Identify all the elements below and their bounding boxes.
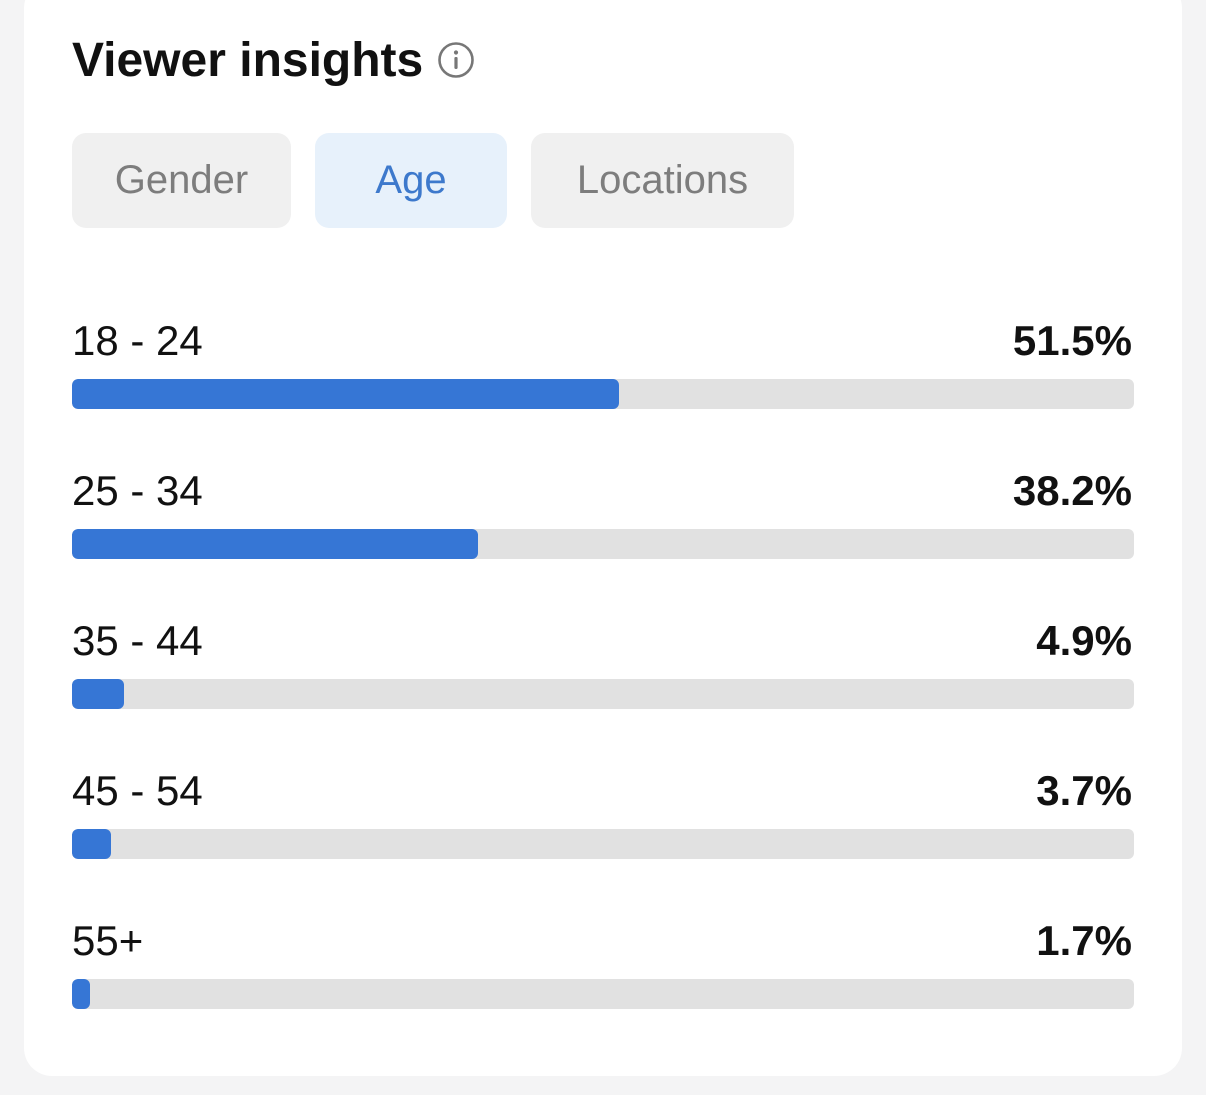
progress-track: [72, 679, 1134, 709]
age-percentage: 4.9%: [1036, 617, 1132, 664]
age-breakdown-list: 18 - 24 51.5% 25 - 34 38.2% 35 - 44 4.9%: [72, 310, 1134, 1060]
age-row-35-44: 35 - 44 4.9%: [72, 610, 1134, 760]
age-percentage: 51.5%: [1012, 317, 1132, 364]
age-row-45-54: 45 - 54 3.7%: [72, 760, 1134, 910]
tab-gender[interactable]: Gender: [72, 133, 291, 228]
info-circle-icon[interactable]: [437, 41, 475, 79]
age-range-label: 55+: [72, 917, 144, 964]
age-row-25-34: 25 - 34 38.2%: [72, 460, 1134, 610]
card-header: Viewer insights: [72, 30, 475, 90]
tab-locations[interactable]: Locations: [531, 133, 794, 228]
age-percentage: 3.7%: [1036, 767, 1132, 814]
age-percentage: 38.2%: [1012, 467, 1132, 514]
progress-track: [72, 829, 1134, 859]
progress-fill: [72, 979, 91, 1009]
age-percentage: 1.7%: [1036, 917, 1132, 964]
progress-fill: [72, 679, 125, 709]
age-range-label: 25 - 34: [72, 467, 203, 514]
viewer-insights-card: Viewer insights Gender Age Locations 18 …: [24, 0, 1182, 1076]
progress-track: [72, 529, 1134, 559]
progress-fill: [72, 829, 112, 859]
progress-track: [72, 379, 1134, 409]
progress-fill: [72, 379, 619, 409]
insight-tabs: Gender Age Locations: [72, 133, 794, 228]
age-range-label: 45 - 54: [72, 767, 203, 814]
progress-track: [72, 979, 1134, 1009]
age-row-55-plus: 55+ 1.7%: [72, 910, 1134, 1060]
age-range-label: 18 - 24: [72, 317, 203, 364]
progress-fill: [72, 529, 478, 559]
age-range-label: 35 - 44: [72, 617, 203, 664]
card-title: Viewer insights: [72, 33, 424, 87]
tab-age[interactable]: Age: [315, 133, 507, 228]
age-row-18-24: 18 - 24 51.5%: [72, 310, 1134, 460]
